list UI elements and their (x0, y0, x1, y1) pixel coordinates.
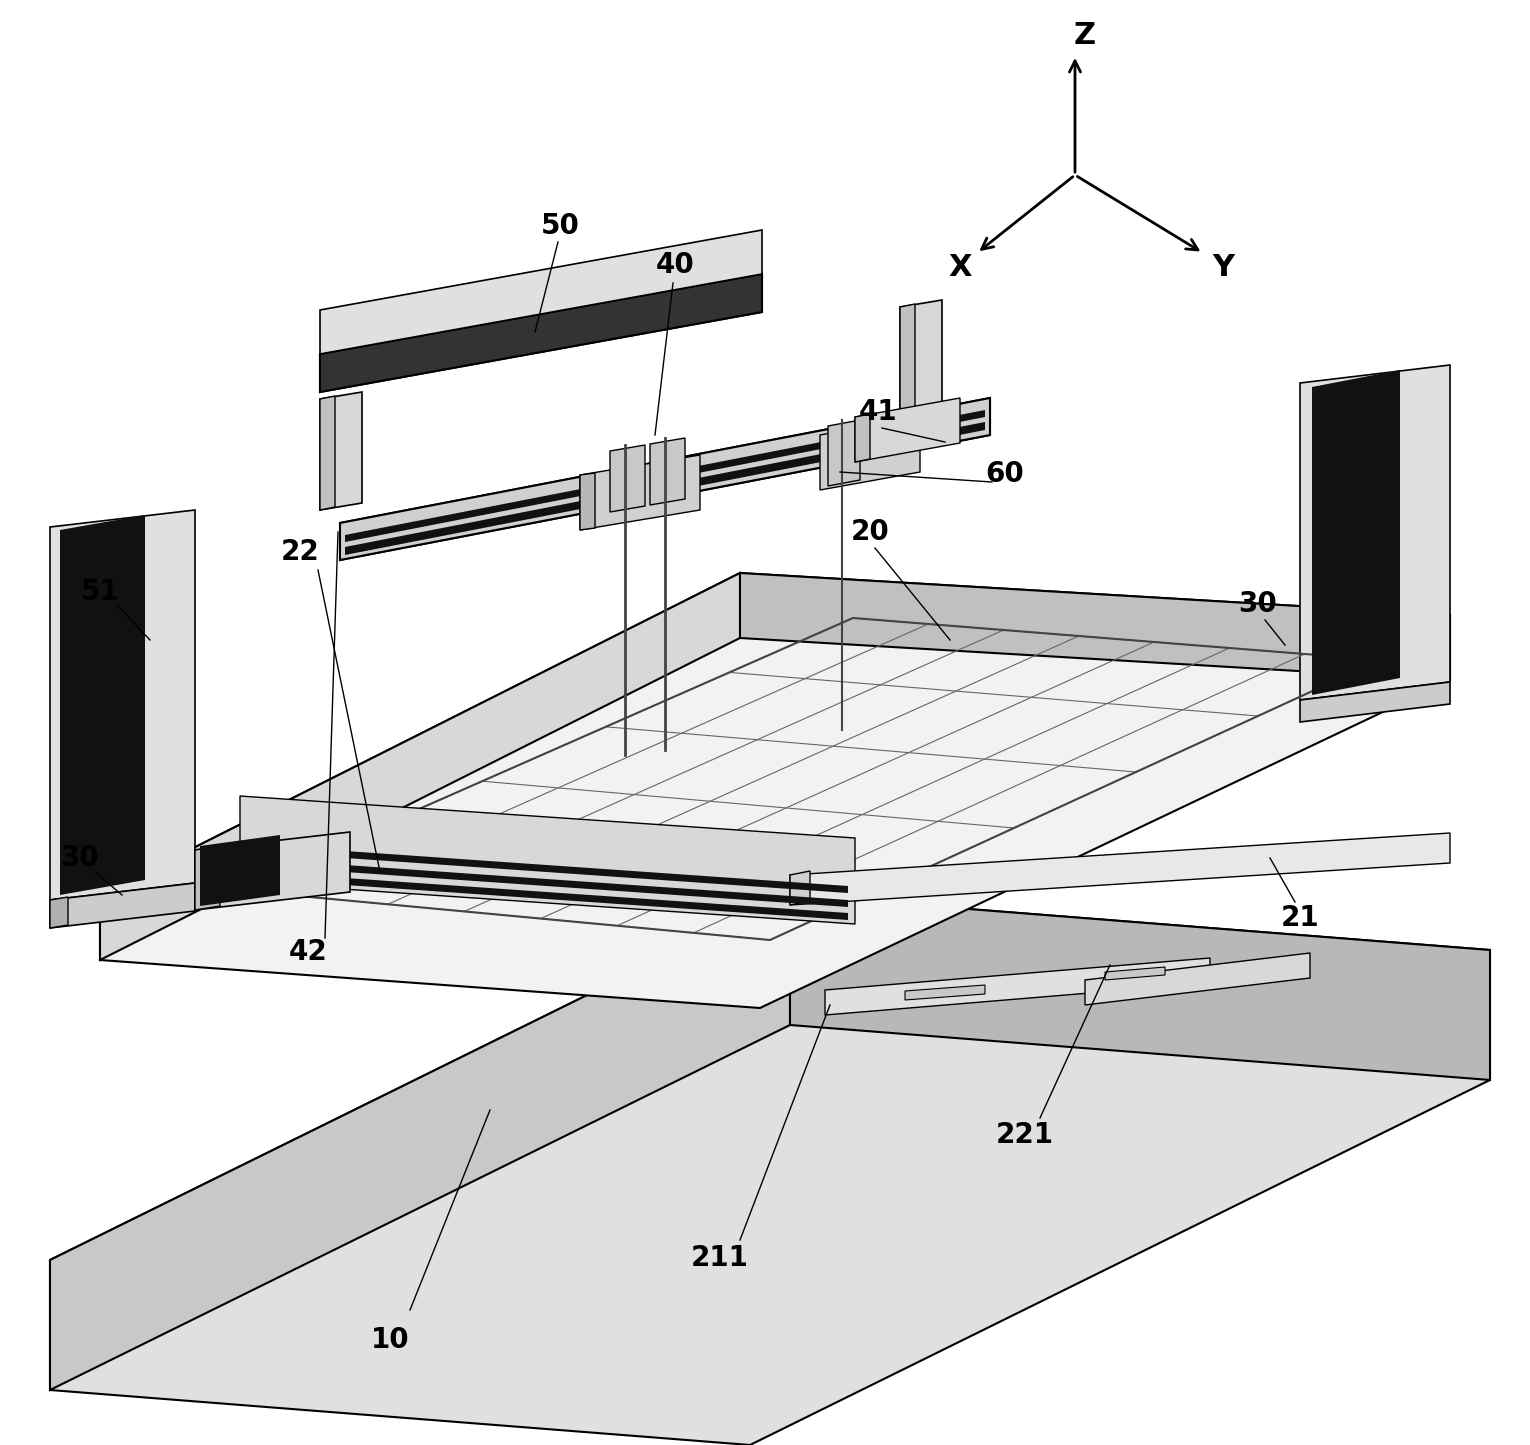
Polygon shape (245, 871, 848, 920)
Text: 20: 20 (851, 517, 889, 546)
Polygon shape (741, 574, 1450, 681)
Polygon shape (855, 415, 871, 462)
Polygon shape (60, 514, 145, 894)
Polygon shape (340, 397, 990, 561)
Polygon shape (1085, 954, 1310, 1006)
Text: 41: 41 (858, 397, 897, 426)
Polygon shape (820, 418, 920, 490)
Polygon shape (99, 574, 741, 959)
Text: 21: 21 (1281, 905, 1319, 932)
Polygon shape (50, 883, 194, 928)
Polygon shape (1300, 366, 1450, 699)
Polygon shape (99, 574, 1450, 1009)
Text: 211: 211 (692, 1244, 750, 1272)
Polygon shape (340, 397, 990, 561)
Text: 30: 30 (1239, 590, 1278, 618)
Polygon shape (650, 438, 685, 504)
Polygon shape (1313, 370, 1400, 695)
Text: 30: 30 (61, 844, 99, 871)
Polygon shape (789, 871, 809, 905)
Polygon shape (240, 796, 855, 923)
Polygon shape (1105, 967, 1164, 980)
Polygon shape (194, 845, 220, 910)
Polygon shape (825, 958, 1210, 1014)
Polygon shape (50, 510, 194, 900)
Text: 50: 50 (540, 212, 580, 240)
Text: 22: 22 (280, 538, 320, 566)
Polygon shape (855, 397, 959, 462)
Text: Y: Y (1212, 253, 1235, 282)
Text: 40: 40 (656, 251, 695, 279)
Text: 60: 60 (985, 460, 1025, 488)
Polygon shape (320, 392, 363, 510)
Polygon shape (828, 420, 860, 486)
Polygon shape (344, 410, 985, 542)
Polygon shape (610, 445, 646, 512)
Polygon shape (900, 301, 942, 432)
Polygon shape (50, 894, 789, 1390)
Polygon shape (200, 835, 280, 906)
Polygon shape (580, 473, 595, 530)
Polygon shape (245, 844, 848, 893)
Polygon shape (900, 303, 915, 432)
Polygon shape (320, 275, 762, 392)
Polygon shape (789, 832, 1450, 905)
Polygon shape (789, 894, 1490, 1079)
Text: 51: 51 (81, 578, 119, 605)
Polygon shape (320, 230, 762, 354)
Polygon shape (320, 396, 335, 510)
Polygon shape (194, 832, 350, 910)
Polygon shape (906, 985, 985, 1000)
Text: Z: Z (1074, 20, 1095, 49)
Text: 10: 10 (370, 1327, 410, 1354)
Polygon shape (344, 422, 985, 555)
Polygon shape (50, 897, 67, 928)
Polygon shape (580, 455, 701, 530)
Text: 221: 221 (996, 1121, 1054, 1149)
Polygon shape (320, 275, 762, 392)
Text: 42: 42 (289, 938, 327, 967)
Polygon shape (50, 894, 1490, 1445)
Polygon shape (245, 858, 848, 907)
Text: X: X (949, 253, 972, 282)
Polygon shape (1300, 682, 1450, 722)
